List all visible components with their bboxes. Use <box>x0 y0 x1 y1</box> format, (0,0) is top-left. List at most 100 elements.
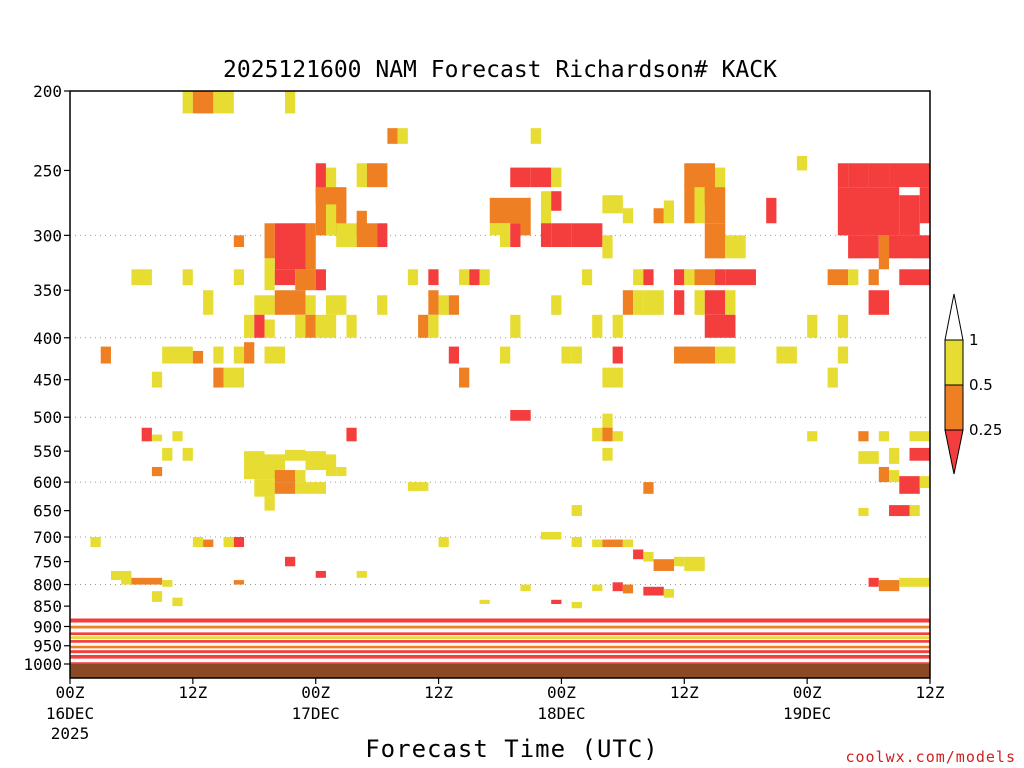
ri-cell <box>264 223 275 259</box>
ri-cell <box>274 482 296 494</box>
colorbar-label: 0.25 <box>969 421 1002 439</box>
ri-cell <box>274 269 296 286</box>
ri-cell <box>448 295 460 315</box>
ri-cell <box>295 314 306 338</box>
ri-cell <box>663 200 675 224</box>
ri-cell <box>387 128 398 144</box>
ri-cell <box>510 223 521 248</box>
ri-cell <box>346 427 357 442</box>
ri-cell <box>571 537 582 548</box>
ri-cell <box>162 580 173 587</box>
ri-cell <box>653 208 664 224</box>
y-tick-label: 700 <box>33 528 62 547</box>
ri-cell <box>622 539 634 548</box>
ri-cell <box>530 167 552 188</box>
ri-cell <box>612 346 623 364</box>
ri-cell <box>878 580 900 592</box>
ri-cell <box>162 447 173 461</box>
x-tick-label: 12Z <box>178 683 207 702</box>
ri-cell <box>889 447 900 464</box>
ri-cell <box>592 314 603 338</box>
ri-cell <box>592 427 603 442</box>
ri-cell <box>540 531 562 540</box>
ri-cell <box>551 599 562 605</box>
ri-cell <box>295 470 306 483</box>
ri-cell <box>438 537 449 548</box>
x-tick-label: 00Z <box>301 683 330 702</box>
ri-cell <box>162 346 193 364</box>
ri-cell <box>848 235 879 259</box>
ri-cell <box>407 482 429 491</box>
ri-cell <box>336 223 357 248</box>
x-tick-year: 2025 <box>51 724 90 743</box>
ri-cell <box>469 269 480 286</box>
ri-cell <box>336 466 347 477</box>
ri-cell <box>899 269 930 286</box>
ri-cell <box>643 482 654 494</box>
x-tick-date: 17DEC <box>292 704 340 723</box>
credit-link[interactable]: coolwx.com/models <box>845 748 1016 766</box>
ri-cell <box>643 586 664 596</box>
ri-cell <box>704 290 726 315</box>
ri-cell <box>551 295 562 315</box>
ri-cell <box>684 269 695 286</box>
ri-cell <box>592 539 603 548</box>
ri-cell <box>520 197 531 236</box>
y-tick-label: 900 <box>33 617 62 636</box>
x-tick-label: 12Z <box>424 683 453 702</box>
ri-cell <box>172 431 183 442</box>
colorbar-label: 0.5 <box>969 376 993 394</box>
ri-cell <box>551 191 562 211</box>
ri-cell <box>674 290 685 315</box>
y-tick-label: 200 <box>33 82 62 101</box>
ri-cell <box>520 584 531 592</box>
ri-cell <box>581 269 593 286</box>
ri-cell <box>459 367 470 388</box>
ri-cell <box>172 597 183 607</box>
ri-cell <box>70 640 930 643</box>
ri-cell <box>70 662 930 664</box>
y-tick-label: 350 <box>33 281 62 300</box>
ri-cell <box>213 91 234 114</box>
ri-cell <box>674 346 715 364</box>
chart-title: 2025121600 NAM Forecast Richardson# KACK <box>223 57 777 83</box>
ri-cell <box>868 290 890 315</box>
ri-cell <box>602 539 623 548</box>
ri-cell <box>551 223 572 248</box>
ri-cell <box>274 223 306 270</box>
ri-cell <box>70 625 930 629</box>
ri-cell <box>70 645 930 649</box>
y-axis: 200 250 300 350 400 450 500 550 600 650 700 750 800 8… <box>23 82 70 674</box>
ri-cell <box>121 577 132 585</box>
ri-cell <box>848 163 869 188</box>
colorbar-swatch-above-1 <box>944 293 964 341</box>
ri-cell <box>203 539 214 548</box>
ri-cell <box>612 582 623 592</box>
y-tick-label: 450 <box>33 371 62 390</box>
ri-cell <box>233 346 245 364</box>
ri-cell <box>254 479 275 497</box>
ri-cell <box>315 314 337 338</box>
ri-cell <box>264 346 285 364</box>
ri-cell <box>715 269 726 286</box>
ri-cell <box>837 314 849 338</box>
ri-cell <box>70 636 930 639</box>
ri-cell <box>919 476 930 489</box>
ri-cell <box>725 290 736 315</box>
ri-cell <box>151 434 163 442</box>
ri-cell <box>807 431 818 442</box>
ri-cell <box>796 155 808 171</box>
ri-cell <box>70 632 930 636</box>
ri-cell <box>694 269 715 286</box>
x-tick-label: 12Z <box>916 683 945 702</box>
ri-cell <box>725 235 746 259</box>
ri-cell <box>899 195 920 236</box>
y-tick-label: 400 <box>33 329 62 348</box>
ri-cell <box>848 269 859 286</box>
ground-surface-band <box>70 664 930 678</box>
ri-cell <box>725 269 756 286</box>
ri-cell <box>561 346 572 364</box>
ri-cell <box>285 449 306 461</box>
ri-cell <box>889 505 910 517</box>
ri-cell <box>233 269 245 286</box>
